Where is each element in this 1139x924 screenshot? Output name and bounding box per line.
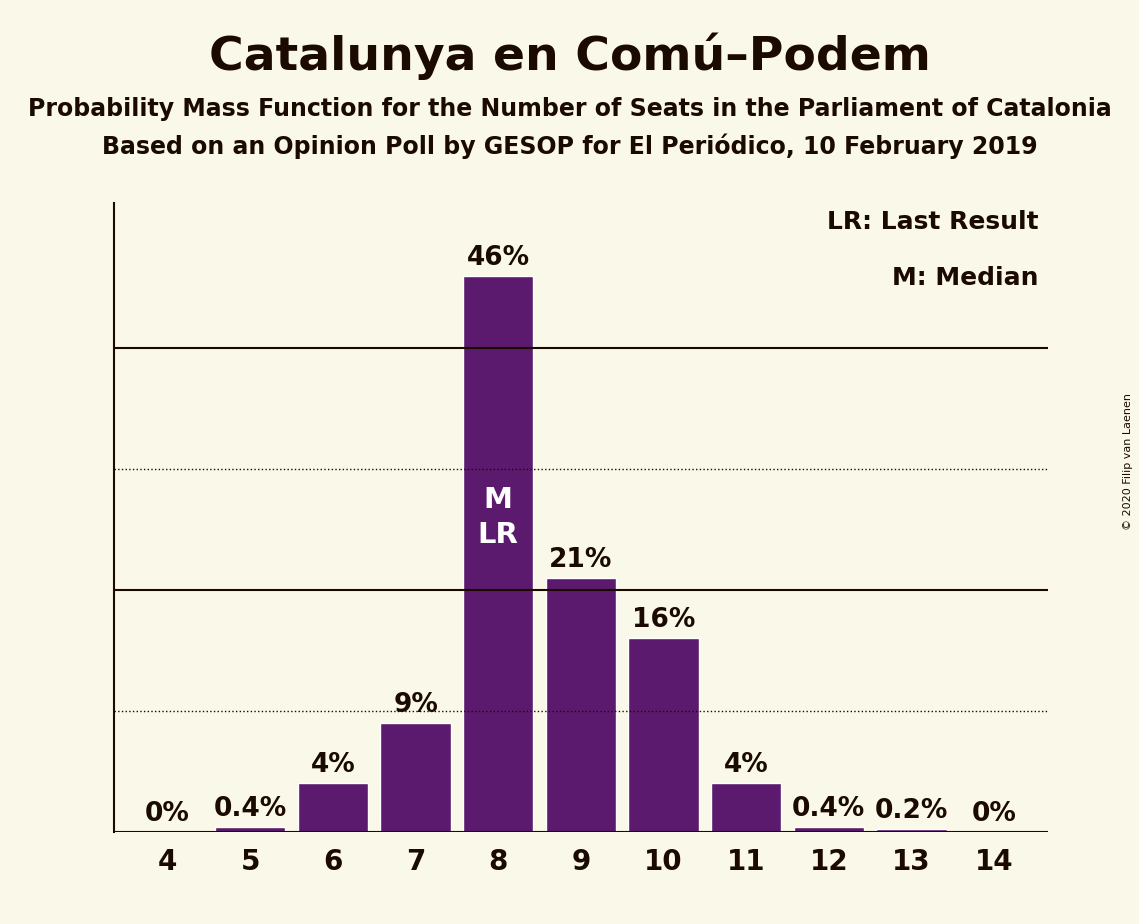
Bar (629, 638, 698, 832)
Text: Probability Mass Function for the Number of Seats in the Parliament of Catalonia: Probability Mass Function for the Number… (27, 97, 1112, 121)
Text: 9%: 9% (393, 692, 439, 718)
Text: 4%: 4% (311, 752, 355, 778)
Text: © 2020 Filip van Laenen: © 2020 Filip van Laenen (1123, 394, 1133, 530)
Text: 0.4%: 0.4% (793, 796, 866, 822)
Text: 46%: 46% (467, 245, 530, 271)
Text: M: Median: M: Median (892, 266, 1039, 290)
Text: LR: Last Result: LR: Last Result (827, 210, 1039, 234)
Text: 0%: 0% (972, 801, 1017, 827)
Text: 16%: 16% (632, 607, 695, 634)
Text: 4%: 4% (723, 752, 769, 778)
Bar (546, 578, 616, 832)
Bar (876, 829, 947, 832)
Bar (711, 784, 781, 832)
Text: M
LR: M LR (477, 486, 518, 549)
Bar (297, 784, 368, 832)
Text: Catalunya en Comú–Podem: Catalunya en Comú–Podem (208, 32, 931, 79)
Bar (464, 275, 533, 832)
Text: 21%: 21% (549, 547, 613, 573)
Bar (380, 723, 451, 832)
Text: 0.4%: 0.4% (214, 796, 287, 822)
Text: Based on an Opinion Poll by GESOP for El Periódico, 10 February 2019: Based on an Opinion Poll by GESOP for El… (101, 134, 1038, 160)
Bar (794, 827, 865, 832)
Bar (215, 827, 286, 832)
Text: 0%: 0% (145, 801, 190, 827)
Text: 0.2%: 0.2% (875, 798, 948, 824)
